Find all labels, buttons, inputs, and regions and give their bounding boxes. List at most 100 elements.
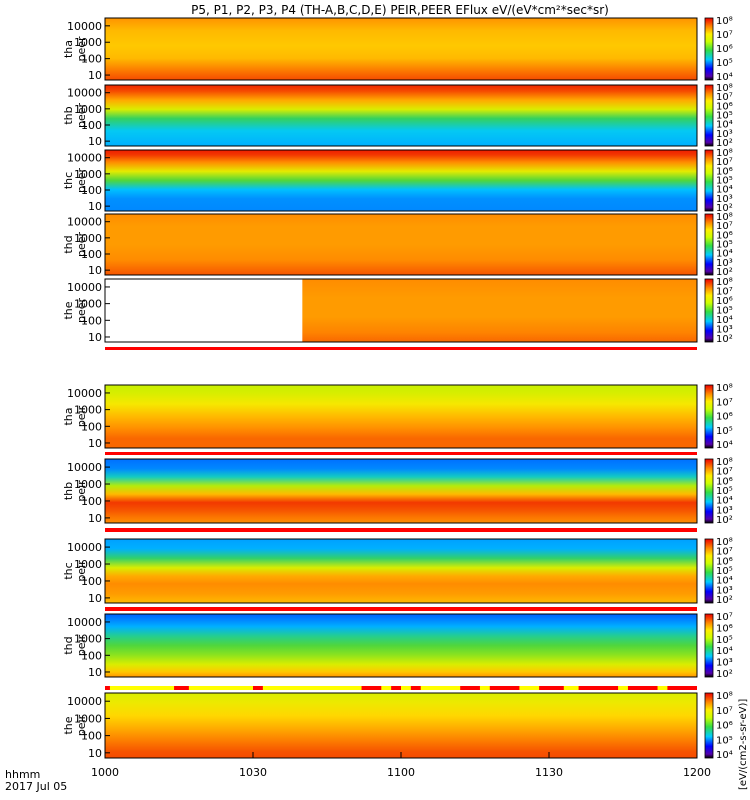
colorbar-tick-label: 10⁷ <box>716 157 733 168</box>
colorbar-tick-label: 10⁵ <box>716 735 733 746</box>
y-label-product: peer <box>75 168 88 194</box>
panel-thc_peer: 10 100 1000 10000 thc peer 10²10³10⁴10⁵10⁶10⁷1… <box>62 148 733 214</box>
y-tick-label: 100 <box>81 649 102 662</box>
colorbar-tick-label: 10³ <box>716 194 733 205</box>
x-tick-label: 1200 <box>683 766 711 779</box>
figure-title: P5, P1, P2, P3, P4 (TH-A,B,C,D,E) PEIR,P… <box>191 3 609 17</box>
y-tick-label: 1000 <box>74 103 102 116</box>
y-tick-label: 10 <box>88 512 102 525</box>
y-tick-label: 1000 <box>74 558 102 571</box>
colorbar-tick-label: 10⁵ <box>716 58 733 69</box>
panel-thc_peir: 10 100 1000 10000 thc peir 10²10³10⁴10⁵10⁶10⁷1… <box>62 537 733 606</box>
colorbar-tick-label: 10³ <box>716 258 733 269</box>
colorbar-tick-label: 10⁷ <box>716 612 733 623</box>
panel-the_peir: 10 100 1000 10000 the peir 10⁴ 10⁵ 10⁶ 10⁷ 10⁸ <box>62 691 733 761</box>
spectrogram-thc_peer <box>105 150 697 211</box>
spectrogram-thd_peer <box>105 214 697 275</box>
y-tick-label: 1000 <box>74 633 102 646</box>
colorbar-tick-label: 10⁷ <box>716 30 733 41</box>
x-tick-label: 1100 <box>387 766 415 779</box>
x-corner-label-hhmm: hhmm <box>5 768 40 781</box>
panel-frame <box>104 458 698 524</box>
colorbar-tick-label: 10⁴ <box>716 576 733 587</box>
colorbar-tick-label: 10⁸ <box>716 537 733 548</box>
colorbar-tick-label: 10⁵ <box>716 566 733 577</box>
y-tick-label: 100 <box>81 495 102 508</box>
x-tick-label: 1130 <box>535 766 563 779</box>
y-tick-label: 1000 <box>74 404 102 417</box>
y-tick-label: 100 <box>81 248 102 261</box>
panel-the_peer: 10 100 1000 10000 the peer 10²10³10⁴10⁵10⁶10⁷1… <box>62 277 733 345</box>
colorbar-tick-label: 10² <box>716 669 733 680</box>
spectrogram-thb_peir <box>105 459 697 523</box>
colorbar-tick-label: 10³ <box>716 129 733 140</box>
y-label-probe: thd <box>62 235 75 253</box>
y-tick-label: 100 <box>81 575 102 588</box>
colorbar-tick-label: 10³ <box>716 658 733 669</box>
colorbar-tick-label: 10⁵ <box>716 486 733 497</box>
flag-interval <box>253 686 263 690</box>
colorbar-tick-label: 10³ <box>716 505 733 516</box>
colorbar-tick-label: 10⁸ <box>716 212 733 223</box>
colorbar-tick-label: 10⁶ <box>716 623 733 634</box>
colorbar-tick-label: 10⁷ <box>716 92 733 103</box>
colorbar-tick-label: 10² <box>716 267 733 278</box>
colorbar-tick-label: 10⁴ <box>716 72 733 83</box>
y-tick-label: 10 <box>88 331 102 344</box>
panel-tha_peir: 10 100 1000 10000 tha peir 10⁴ 10⁵ 10⁶ 10⁷ 10⁸ <box>62 383 733 451</box>
flag-interval <box>391 686 401 690</box>
colorbar-tick-label: 10⁵ <box>716 306 733 317</box>
y-tick-label: 1000 <box>74 478 102 491</box>
separator-stripe <box>105 528 697 532</box>
colorbar-tick-label: 10⁵ <box>716 176 733 187</box>
colorbar-tick-label: 10⁶ <box>716 721 733 732</box>
y-tick-label: 1000 <box>74 298 102 311</box>
separator-stripe <box>105 452 697 455</box>
colorbar-tick-label: 10⁸ <box>716 148 733 159</box>
colorbar-tick-label: 10⁸ <box>716 83 733 94</box>
y-tick-label: 10000 <box>67 541 102 554</box>
flag-interval <box>174 686 189 690</box>
colorbar-thb_peir <box>704 458 714 524</box>
colorbar-tick-label: 10⁶ <box>716 296 733 307</box>
separator-stripe <box>105 607 697 611</box>
colorbar-tick-label: 10⁷ <box>716 287 733 298</box>
colorbar-tick-label: 10⁵ <box>716 111 733 122</box>
y-tick-label: 10 <box>88 69 102 82</box>
colorbar-tick-label: 10⁶ <box>716 476 733 487</box>
colorbar-tick-label: 10⁸ <box>716 277 733 288</box>
y-tick-label: 10000 <box>67 216 102 229</box>
colorbar-label: [eV/(cm2-s-sr-eV)] <box>738 699 749 790</box>
y-tick-label: 100 <box>81 314 102 327</box>
colorbar-tick-label: 10² <box>716 138 733 149</box>
colorbar-tick-label: 10² <box>716 334 733 345</box>
colorbar-tick-label: 10³ <box>716 325 733 336</box>
y-tick-label: 10000 <box>67 387 102 400</box>
colorbar-tick-label: 10⁶ <box>716 556 733 567</box>
colorbar-tick-label: 10⁴ <box>716 496 733 507</box>
y-tick-label: 10000 <box>67 152 102 165</box>
y-label-product: peer <box>75 36 88 62</box>
colorbar-tick-label: 10⁷ <box>716 397 733 408</box>
y-label-probe: tha <box>62 407 75 425</box>
y-tick-label: 1000 <box>74 168 102 181</box>
y-tick-label: 10 <box>88 592 102 605</box>
flag-interval <box>489 686 520 690</box>
colorbar-tha_peer <box>704 17 714 81</box>
y-tick-label: 1000 <box>74 232 102 245</box>
colorbar-tick-label: 10⁶ <box>716 101 733 112</box>
colorbar-tick-label: 10⁸ <box>716 16 733 27</box>
panel-frame <box>104 17 698 81</box>
colorbar-tick-label: 10² <box>716 203 733 214</box>
colorbar-tick-label: 10⁸ <box>716 691 733 702</box>
colorbar-tick-label: 10⁶ <box>716 44 733 55</box>
y-tick-label: 10000 <box>67 281 102 294</box>
mode-flag-bar <box>105 686 697 690</box>
spectrogram-thc_peir <box>105 539 697 603</box>
y-tick-label: 100 <box>81 730 102 743</box>
y-tick-label: 10000 <box>67 20 102 33</box>
y-label-probe: thb <box>62 106 75 124</box>
y-label-product: peir <box>75 560 88 582</box>
